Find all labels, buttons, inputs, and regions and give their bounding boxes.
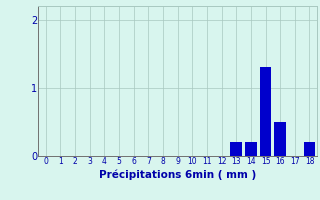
Bar — [304, 142, 315, 156]
X-axis label: Précipitations 6min ( mm ): Précipitations 6min ( mm ) — [99, 169, 256, 180]
Bar — [274, 122, 286, 156]
Bar — [245, 142, 257, 156]
Bar — [260, 67, 271, 156]
Bar — [230, 142, 242, 156]
